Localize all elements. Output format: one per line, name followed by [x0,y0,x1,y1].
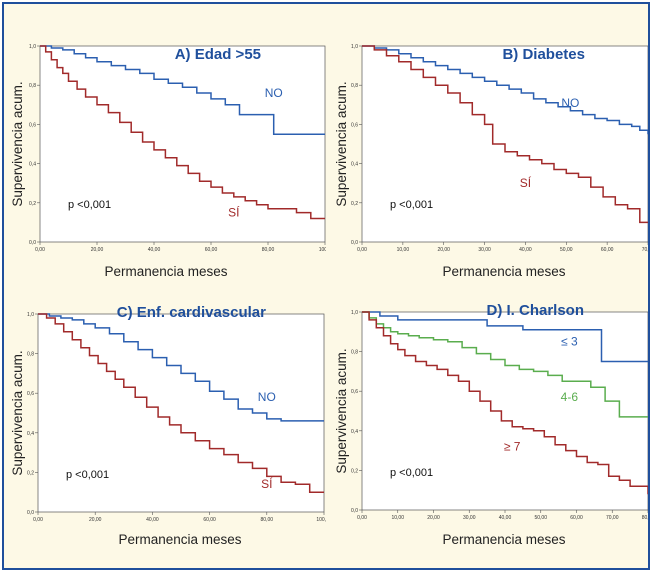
y-tick-label: 0,8 [29,83,36,89]
plot-area [361,311,648,511]
p-value-annotation: p <0,001 [66,469,109,481]
x-tick-label: 80,00 [261,517,274,523]
x-axis-title: Permanencia meses [442,264,565,279]
survival-curve [38,313,324,422]
x-tick-label: 10,00 [391,515,404,521]
survival-curve [362,45,648,135]
y-tick-label: 0,8 [27,352,34,358]
y-tick-label: 0,6 [29,122,36,128]
y-tick-label: 0,8 [351,83,358,89]
y-tick-label: 0,6 [27,391,34,397]
p-value-annotation: p <0,001 [390,467,433,479]
x-tick-label: 60,00 [601,247,614,253]
x-tick-label: 80,00 [262,247,275,253]
x-tick-label: 50,00 [560,247,573,253]
y-axis-title: Supervivencia acum. [334,81,349,206]
x-tick-label: 80,00 [642,515,648,521]
x-tick-label: 20,00 [91,247,104,253]
x-tick-label: 40,00 [146,517,159,523]
x-tick-label: 0,00 [357,515,367,521]
survival-curve [362,45,648,224]
x-tick-label: 70,00 [606,515,619,521]
x-tick-label: 100,00 [316,517,326,523]
panel-title: C) Enf. cardivascular [117,304,266,321]
survival-curve [362,311,648,363]
x-tick-label: 50,00 [534,515,547,521]
plot-area [39,45,326,243]
x-tick-label: 0,00 [357,247,367,253]
y-tick-label: 1,0 [27,312,34,318]
panel-title: B) Diabetes [502,46,585,63]
x-tick-label: 30,00 [463,515,476,521]
x-tick-label: 20,00 [89,517,102,523]
series-label: NO [258,390,276,404]
y-tick-label: 0,4 [351,429,358,435]
y-tick-label: 1,0 [351,44,358,50]
y-tick-label: 0,6 [351,122,358,128]
x-tick-label: 20,00 [427,515,440,521]
x-tick-label: 60,00 [203,517,216,523]
km-chart-b: 0,0 0,2 0,4 0,6 0,8 1,0 0,00 10,00 20,00 30,00 40,… [334,44,648,279]
y-tick-label: 0,4 [351,162,358,168]
x-tick-label: 40,00 [148,247,161,253]
y-tick-label: 1,0 [29,44,36,50]
survival-curve [40,45,325,135]
survival-curve [362,311,648,418]
series-label: SÍ [228,205,240,220]
x-axis-title: Permanencia meses [104,264,227,279]
x-tick-label: 30,00 [478,247,491,253]
y-tick-label: 0,8 [351,350,358,356]
x-tick-label: 10,00 [397,247,410,253]
series-label: SÍ [520,175,532,190]
panel-title: D) I. Charlson [486,302,584,319]
panel-b: 0,0 0,2 0,4 0,6 0,8 1,0 0,00 10,00 20,00 30,00 40,… [332,28,648,286]
x-tick-label: 40,00 [499,515,512,521]
y-axis-title: Supervivencia acum. [10,81,25,206]
x-tick-label: 0,00 [33,517,43,523]
x-tick-label: 60,00 [205,247,218,253]
x-tick-label: 70,00 [642,247,648,253]
y-axis-title: Supervivencia acum. [334,348,349,473]
y-tick-label: 0,4 [27,431,34,437]
panel-d: 0,0 0,2 0,4 0,6 0,8 1,0 0,00 10,00 20,00 30,00 40,… [332,294,648,554]
x-tick-label: 100,0 [319,247,326,253]
x-axis-title: Permanencia meses [442,532,565,547]
y-axis-title: Supervivencia acum. [10,350,25,475]
y-tick-label: 0,0 [351,240,358,246]
series-label: SÍ [261,476,273,491]
y-tick-label: 0,0 [351,508,358,514]
y-tick-label: 0,2 [27,470,34,476]
y-tick-label: 0,0 [29,240,36,246]
series-label: NO [561,96,579,110]
series-label: ≥ 7 [504,440,521,454]
y-tick-label: 1,0 [351,310,358,316]
y-tick-label: 0,6 [351,389,358,395]
x-axis-title: Permanencia meses [118,532,241,547]
p-value-annotation: p <0,001 [390,199,433,211]
series-label: 4-6 [561,390,579,404]
panel-c: 0,0 0,2 0,4 0,6 0,8 1,0 0,00 20,00 40,00 60,00 80,… [8,294,326,554]
x-tick-label: 40,00 [519,247,532,253]
panel-a: 0,0 0,2 0,4 0,6 0,8 1,0 0,00 20,00 40,00 60,00 80,… [8,28,326,286]
y-tick-label: 0,2 [29,201,36,207]
km-chart-d: 0,0 0,2 0,4 0,6 0,8 1,0 0,00 10,00 20,00 30,00 40,… [334,302,648,547]
y-tick-label: 0,4 [29,162,36,168]
x-tick-label: 20,00 [437,247,450,253]
series-label: ≤ 3 [561,335,578,349]
panel-title: A) Edad >55 [175,46,261,63]
x-tick-label: 0,00 [35,247,45,253]
p-value-annotation: p <0,001 [68,199,111,211]
survival-curve [362,311,648,495]
km-chart-a: 0,0 0,2 0,4 0,6 0,8 1,0 0,00 20,00 40,00 60,00 80,… [10,44,326,279]
y-tick-label: 0,2 [351,468,358,474]
y-tick-label: 0,2 [351,201,358,207]
survival-curve [40,45,325,220]
y-tick-label: 0,0 [27,510,34,516]
km-chart-c: 0,0 0,2 0,4 0,6 0,8 1,0 0,00 20,00 40,00 60,00 80,… [10,304,326,547]
x-tick-label: 60,00 [570,515,583,521]
series-label: NO [265,86,283,100]
survival-curve [38,313,324,493]
